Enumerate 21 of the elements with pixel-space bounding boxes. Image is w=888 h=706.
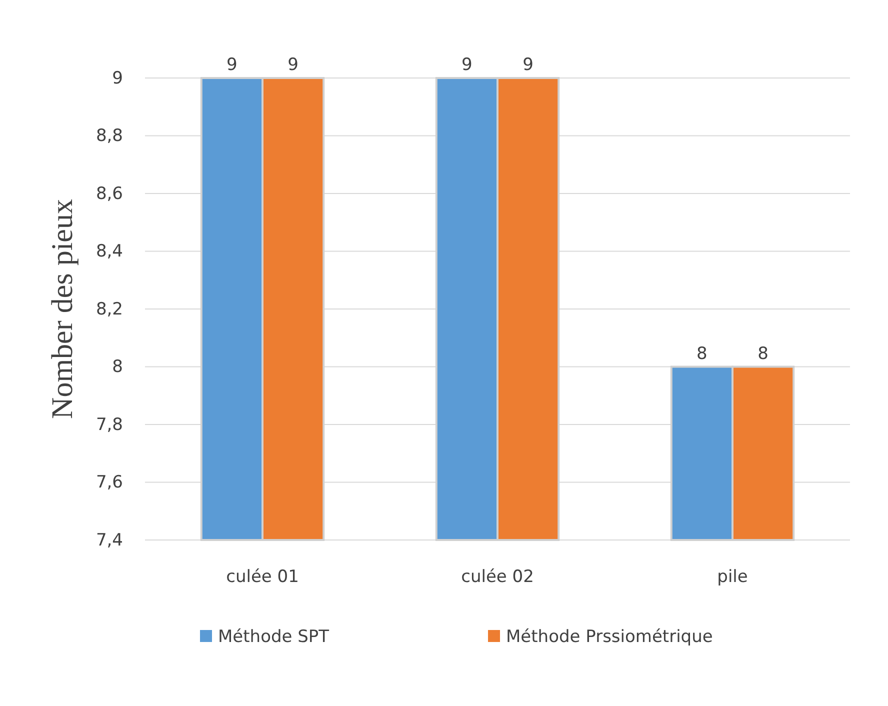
legend-label: Méthode SPT xyxy=(218,627,330,647)
y-tick-label: 9 xyxy=(112,68,123,88)
data-label: 8 xyxy=(696,344,708,364)
y-axis-title: Nomber des pieux xyxy=(46,199,79,419)
legend-label: Méthode Prssiométrique xyxy=(506,627,713,647)
data-label: 8 xyxy=(758,344,768,364)
data-label: 9 xyxy=(522,55,534,75)
x-tick-label: culée 02 xyxy=(461,567,534,588)
data-label: 9 xyxy=(288,55,298,75)
y-tick-label: 8,4 xyxy=(96,242,123,262)
y-tick-label: 7,4 xyxy=(96,530,123,550)
data-label: 9 xyxy=(462,55,472,75)
y-tick-label: 8,2 xyxy=(96,299,123,320)
y-tick-label: 8,6 xyxy=(96,184,123,204)
y-tick-label: 8 xyxy=(112,357,123,378)
y-tick-label: 8,8 xyxy=(96,126,123,146)
y-tick-label: 7,8 xyxy=(96,414,123,435)
x-tick-label: culée 01 xyxy=(226,567,299,588)
y-tick-label: 7,6 xyxy=(96,472,123,493)
data-label: 9 xyxy=(226,55,238,75)
x-tick-label: pile xyxy=(717,567,748,588)
